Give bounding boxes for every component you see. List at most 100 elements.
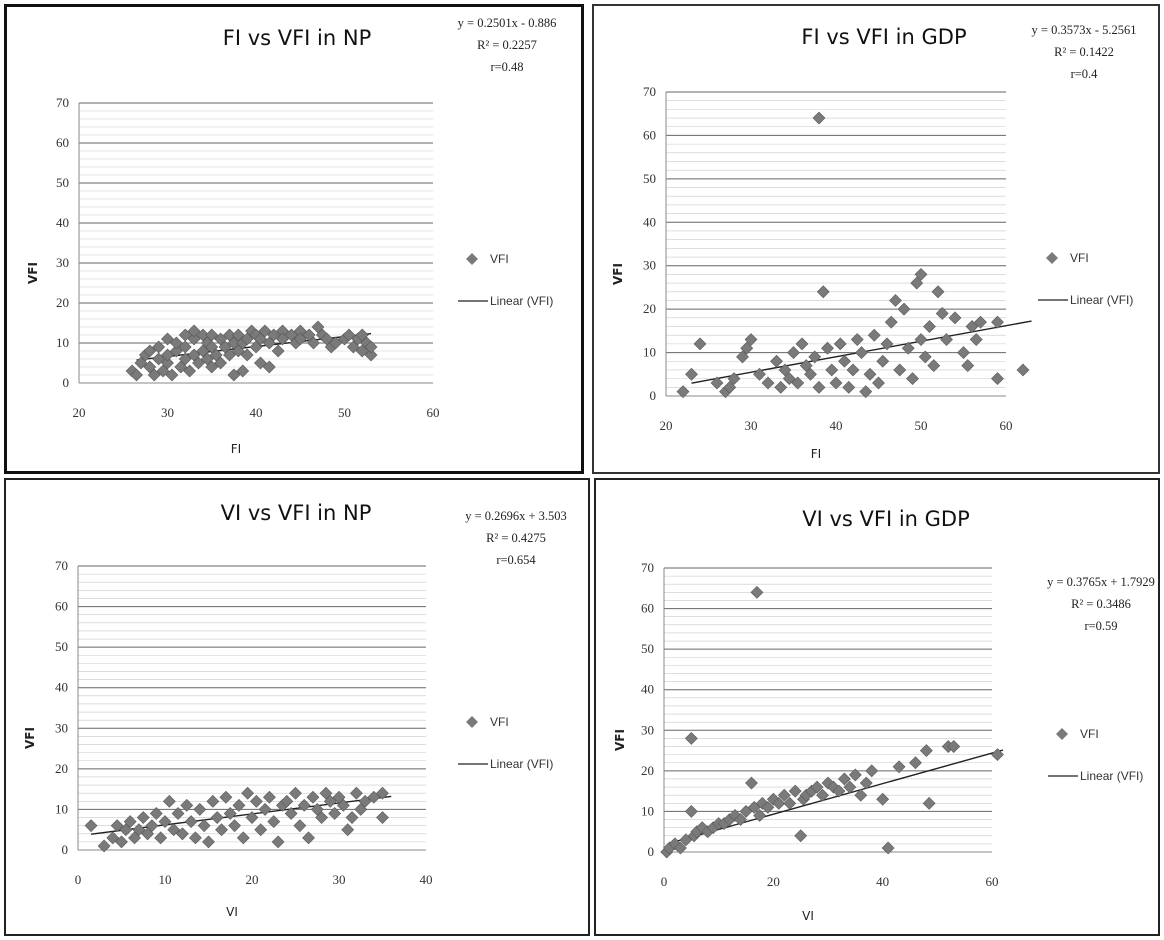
data-point [320, 332, 334, 346]
data-point [345, 811, 359, 824]
data-point [787, 346, 800, 359]
chart-panel-fi-gdp: 0 10 20 30 40 50 60 70 20 30 40 50 60 FI vs VFI in GD… [592, 4, 1160, 474]
equation-line: R² = 0.1422 [1054, 45, 1114, 59]
data-point [794, 829, 808, 843]
data-point [310, 803, 324, 816]
data-point [284, 328, 298, 342]
data-point [192, 356, 205, 370]
data-point [258, 803, 272, 816]
legend-marker-icon [1046, 252, 1058, 264]
data-point [914, 333, 928, 346]
data-point [935, 307, 949, 320]
y-tick-label: 70 [641, 560, 654, 575]
data-point [788, 784, 802, 798]
legend-series-label: VFI [490, 715, 509, 729]
equation-line: r=0.4 [1071, 67, 1099, 81]
data-point [832, 784, 846, 798]
data-point [231, 344, 245, 358]
y-tick-label: 40 [55, 680, 68, 695]
data-point [753, 367, 766, 381]
data-point [991, 372, 1004, 386]
data-point [84, 819, 98, 833]
data-point [804, 367, 817, 381]
data-point [364, 340, 378, 354]
data-point [810, 780, 824, 794]
data-points [660, 585, 1004, 859]
data-point [876, 792, 890, 806]
data-point [329, 336, 343, 350]
data-point [128, 831, 141, 845]
data-point [302, 831, 315, 845]
data-point [130, 368, 143, 382]
data-point [187, 324, 201, 338]
data-point [774, 380, 788, 394]
y-tick-label: 40 [643, 214, 656, 229]
data-point [174, 360, 188, 374]
y-tick-label: 0 [648, 844, 655, 859]
data-point [693, 337, 707, 351]
y-tick-label: 50 [641, 641, 654, 656]
data-point [342, 328, 356, 342]
data-point [315, 811, 329, 824]
data-point [782, 372, 796, 386]
data-point [791, 376, 805, 390]
legend-marker-icon [466, 716, 478, 728]
x-tick-label: 20 [660, 418, 673, 433]
data-point [267, 328, 281, 342]
data-point [940, 333, 953, 346]
data-point [761, 800, 775, 814]
data-point [249, 340, 263, 354]
major-gridlines [78, 565, 426, 810]
data-point [165, 368, 179, 382]
legend-trend-label: Linear (VFI) [490, 757, 553, 771]
data-point [965, 320, 979, 333]
y-axis-label: VFI [611, 263, 625, 285]
legend-series-label: VFI [1080, 727, 1099, 741]
data-point [178, 340, 192, 354]
legend-trend-label: Linear (VFI) [490, 294, 553, 308]
data-point [262, 360, 276, 374]
y-tick-label: 70 [55, 558, 68, 573]
x-axis-label: VI [226, 905, 238, 919]
data-point [143, 360, 157, 374]
legend-marker-icon [1056, 728, 1068, 740]
y-tick-label: 10 [641, 803, 654, 818]
x-tick-label: 20 [73, 405, 86, 420]
y-tick-label: 10 [643, 345, 656, 360]
data-point [223, 807, 237, 820]
data-point [205, 360, 219, 374]
data-point [236, 364, 250, 378]
data-point [710, 376, 724, 390]
data-point [846, 363, 860, 377]
minor-gridlines [664, 575, 992, 845]
chart-title: VI vs VFI in NP [221, 501, 372, 525]
data-point [919, 744, 933, 757]
legend-series-label: VFI [490, 252, 509, 266]
x-tick-label: 0 [75, 872, 82, 887]
data-point [187, 348, 201, 362]
data-point [837, 772, 851, 786]
equation-line: y = 0.2696x + 3.503 [465, 509, 567, 523]
legend-series-label: VFI [1070, 251, 1089, 265]
data-point [175, 827, 189, 841]
equation-line: y = 0.3765x + 1.7929 [1047, 575, 1155, 589]
data-point [293, 332, 307, 346]
data-point [744, 333, 758, 346]
data-point [341, 823, 355, 837]
chart-title: FI vs VFI in GDP [801, 25, 966, 49]
scatter-chart-vi-gdp: 0 10 20 30 40 50 60 70 0 20 40 60 VI vs VFI in GDP VI… [613, 507, 1155, 923]
data-point [110, 819, 124, 833]
data-point [799, 359, 813, 373]
data-point [214, 356, 228, 370]
data-point [974, 315, 987, 329]
y-tick-label: 20 [643, 301, 656, 316]
data-point [215, 823, 228, 837]
data-point [319, 786, 333, 800]
data-point [143, 344, 157, 358]
data-point [957, 346, 970, 359]
equation-line: R² = 0.4275 [486, 531, 546, 545]
y-tick-label: 10 [55, 801, 68, 816]
data-point [223, 328, 236, 342]
data-point [152, 352, 166, 366]
data-point [245, 811, 259, 824]
